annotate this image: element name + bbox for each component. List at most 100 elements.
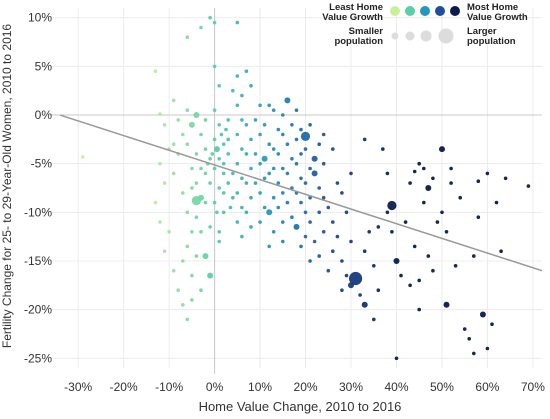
- data-point: [472, 254, 476, 258]
- data-point: [162, 181, 167, 185]
- data-point: [294, 161, 299, 166]
- data-point: [224, 127, 228, 132]
- data-point: [226, 181, 230, 185]
- data-point: [162, 123, 167, 127]
- legend-color-swatches: [390, 6, 460, 16]
- data-point: [303, 234, 308, 239]
- data-point: [293, 223, 300, 230]
- data-point: [417, 278, 422, 283]
- data-point: [281, 166, 285, 171]
- y-tick-label: -5%: [31, 157, 53, 171]
- data-point: [417, 307, 422, 312]
- data-point: [299, 176, 303, 181]
- x-tick-label: 0%: [206, 380, 224, 394]
- data-point: [258, 191, 262, 195]
- data-point: [244, 123, 249, 127]
- data-point: [244, 152, 249, 156]
- data-point: [208, 181, 212, 185]
- legend-size-swatch-1: [391, 32, 399, 40]
- data-point: [194, 215, 199, 219]
- data-point: [449, 166, 453, 171]
- data-point: [321, 195, 326, 200]
- data-point: [212, 20, 217, 25]
- x-tick-label: 20%: [294, 380, 318, 394]
- y-tick-label: -20%: [24, 303, 52, 317]
- data-point: [194, 181, 199, 185]
- legend-size-swatches: [391, 28, 454, 44]
- data-point: [271, 195, 276, 200]
- data-point: [340, 259, 344, 263]
- data-point: [308, 259, 312, 263]
- legend-high-growth-label-line2: Value Growth: [467, 12, 528, 23]
- data-point: [494, 200, 499, 205]
- data-point: [426, 254, 431, 258]
- data-point: [472, 351, 476, 356]
- data-point: [181, 303, 185, 307]
- data-point: [162, 249, 167, 253]
- data-point: [299, 152, 303, 156]
- data-point: [311, 155, 318, 162]
- data-point: [358, 293, 362, 297]
- data-point: [390, 230, 394, 234]
- data-point: [476, 179, 481, 183]
- data-point: [240, 205, 244, 210]
- x-tick-label: 60%: [475, 380, 499, 394]
- data-point: [210, 152, 215, 156]
- data-point: [331, 220, 335, 224]
- x-tick-label: -20%: [110, 380, 138, 394]
- data-point: [385, 171, 390, 176]
- data-points: [80, 15, 531, 361]
- data-point: [276, 127, 281, 132]
- data-point: [212, 108, 217, 112]
- data-point: [276, 181, 281, 185]
- data-point: [185, 244, 190, 249]
- data-point: [203, 147, 208, 151]
- legend-color-swatch: [390, 6, 400, 16]
- data-point: [462, 327, 467, 331]
- data-point: [271, 108, 276, 112]
- data-point: [435, 220, 440, 224]
- data-point: [258, 220, 262, 224]
- data-point: [217, 230, 221, 234]
- data-point: [267, 103, 272, 108]
- data-point: [231, 88, 235, 93]
- x-tick-label: -10%: [155, 380, 183, 394]
- data-point: [261, 155, 268, 162]
- data-point: [212, 200, 217, 205]
- data-point: [439, 146, 445, 153]
- data-point: [185, 142, 190, 146]
- data-point: [449, 181, 453, 185]
- data-point: [394, 356, 399, 361]
- data-point: [431, 176, 435, 181]
- data-point: [267, 142, 272, 146]
- data-point: [372, 317, 376, 322]
- data-point: [422, 200, 426, 205]
- data-point: [240, 234, 244, 239]
- data-point: [262, 205, 267, 210]
- data-point: [308, 220, 312, 224]
- data-point: [153, 69, 158, 73]
- data-point: [253, 181, 258, 185]
- data-point: [181, 259, 185, 263]
- data-point: [444, 230, 449, 234]
- data-point: [190, 186, 194, 190]
- data-point: [303, 210, 308, 215]
- data-point: [526, 184, 531, 188]
- data-point: [235, 74, 240, 78]
- data-point: [281, 239, 285, 244]
- legend-color-swatch: [405, 6, 415, 16]
- data-point: [185, 108, 190, 112]
- legend-smaller-population-label-line2: population: [334, 36, 383, 47]
- data-point: [244, 69, 249, 73]
- data-point: [185, 210, 190, 215]
- trend-line: [59, 114, 543, 272]
- data-point: [199, 288, 203, 293]
- data-point: [271, 166, 276, 171]
- data-point: [217, 186, 221, 190]
- data-point: [235, 20, 240, 25]
- data-point: [285, 171, 290, 176]
- data-point: [393, 258, 400, 264]
- data-point: [202, 253, 209, 260]
- data-point: [208, 157, 212, 161]
- data-point: [219, 132, 224, 137]
